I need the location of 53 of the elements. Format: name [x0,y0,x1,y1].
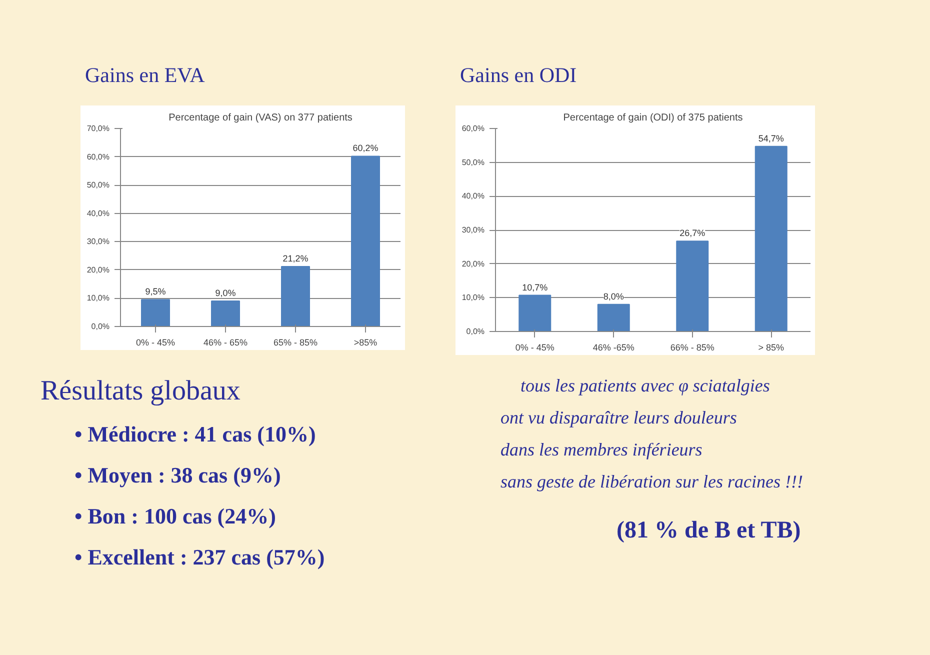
y-tick-label: 30,0% [462,226,485,234]
x-tick-label: 46% - 65% [203,338,248,348]
x-tick-label: >85% [354,338,378,348]
data-label: 54,7% [758,133,784,144]
bar [141,299,170,326]
y-tick-label: 40,0% [86,208,110,218]
text: Résultats globaux [40,376,240,406]
data-label: 10,7% [522,282,548,292]
chart-subtitle: Gains en EVA [85,62,205,89]
y-tick-label: 20,0% [462,259,485,268]
data-label: 9,0% [215,288,236,298]
text: • Moyen : 38 cas (9%) [74,462,281,488]
x-tick-label: 0% - 45% [515,342,554,352]
data-label: 21,2% [282,254,308,264]
y-tick-label: 50,0% [462,158,485,167]
y-tick-label: 20,0% [86,265,110,274]
bar [518,294,552,332]
text: (81 % de B et TB) [616,518,801,544]
bar [211,300,240,326]
y-tick-label: 0,0% [91,322,110,331]
chart-subtitle: Gains en ODI [460,62,577,89]
y-tick-label: 60,0% [86,152,110,162]
y-tick-label: 70,0% [86,124,110,133]
text: ont vu disparaître leurs douleurs [500,408,737,428]
y-tick-label: 0,0% [466,327,484,336]
x-tick-label: 46% -65% [592,342,634,352]
data-label: 9,5% [145,286,166,297]
data-label: 8,0% [603,291,624,302]
data-label: 60,2% [352,143,378,154]
y-tick-label: 60,0% [462,124,485,133]
x-tick-label: 0% - 45% [136,338,176,348]
y-tick-label: 50,0% [86,180,110,190]
text: • Bon : 100 cas (24%) [74,504,276,528]
chart-title: Percentage of gain (VAS) on 377 patients [168,112,352,124]
y-tick-label: 10,0% [86,294,110,303]
data-label: 26,7% [680,228,706,238]
y-tick-label: 40,0% [462,192,485,201]
text: tous les patients avec φ sciatalgies [520,376,770,396]
text: • Excellent : 237 cas (57%) [74,544,325,570]
x-tick-label: 65% - 85% [273,338,318,348]
text: • Médiocre : 41 cas (10%) [74,422,316,446]
bar [754,146,788,332]
y-tick-label: 30,0% [86,237,110,246]
bar [351,156,380,326]
y-tick-label: 10,0% [462,293,485,302]
chart-title: Percentage of gain (ODI) of 375 patients [563,112,743,124]
x-tick-label: > 85% [758,342,784,352]
text: dans les membres inférieurs [500,440,702,460]
text: sans geste de libération sur les racines !!! [500,472,803,492]
bar [597,304,630,332]
bar [281,266,310,326]
x-tick-label: 66% - 85% [670,342,714,352]
bar [676,240,709,332]
